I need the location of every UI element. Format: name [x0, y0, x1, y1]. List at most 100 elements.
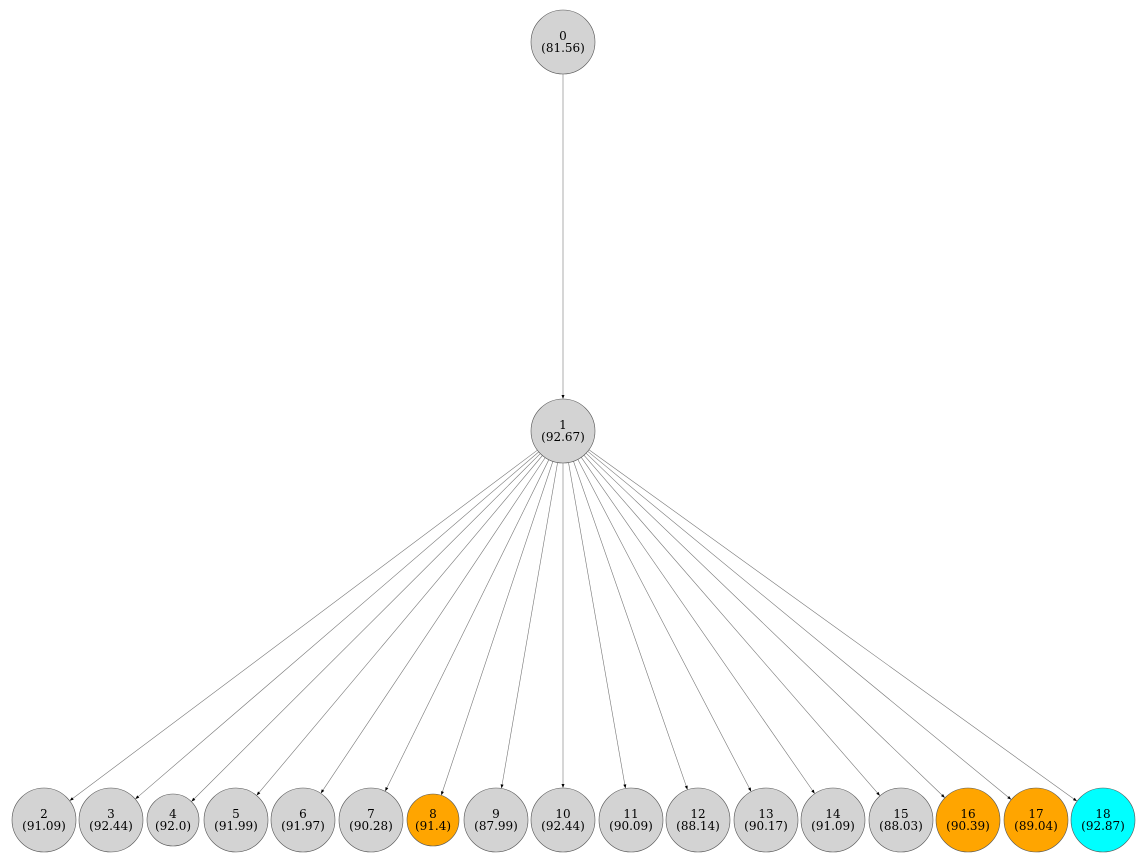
edge-line: [588, 449, 1075, 800]
node-id: 0: [559, 29, 567, 43]
edge-1-18: [588, 449, 1078, 802]
node-circle: [78, 787, 144, 853]
node-6: 6(91.97): [270, 787, 336, 853]
node-circle: [463, 787, 529, 853]
node-id: 1: [559, 418, 567, 432]
node-8: 8(91.4): [406, 793, 460, 847]
node-circle: [665, 787, 731, 853]
node-value: (92.67): [541, 430, 585, 444]
edge-line: [71, 449, 538, 800]
edges: [69, 74, 1078, 802]
arrowhead: [135, 795, 140, 800]
edge-line: [580, 457, 814, 792]
node-4: 4(92.0): [146, 793, 200, 847]
node-18: 18(92.87): [1070, 787, 1136, 853]
edge-1-12: [573, 461, 688, 790]
arrowhead: [69, 797, 74, 801]
edge-1-3: [135, 451, 539, 800]
node-id: 9: [492, 807, 500, 821]
edge-line: [193, 453, 541, 800]
node-circle: [800, 787, 866, 853]
edge-1-10: [561, 463, 565, 788]
node-id: 2: [40, 807, 48, 821]
node-circle: [406, 793, 460, 847]
node-id: 14: [825, 807, 841, 821]
node-id: 15: [893, 807, 908, 821]
node-15: 15(88.03): [868, 787, 934, 853]
node-value: (91.97): [281, 819, 325, 833]
arrowhead: [441, 791, 444, 796]
node-id: 11: [623, 807, 638, 821]
node-value: (92.44): [541, 819, 585, 833]
node-7: 7(90.28): [338, 787, 404, 853]
edge-1-16: [585, 452, 945, 798]
edge-1-6: [320, 457, 546, 794]
arrowhead: [748, 787, 752, 792]
node-14: 14(91.09): [800, 787, 866, 853]
edge-line: [577, 459, 751, 790]
node-17: 17(89.04): [1003, 787, 1069, 853]
edge-line: [386, 459, 550, 789]
node-circle: [338, 787, 404, 853]
edge-1-4: [191, 453, 541, 802]
edge-1-8: [441, 461, 554, 796]
edge-line: [585, 452, 943, 796]
edge-line: [568, 462, 626, 786]
edge-line: [583, 454, 879, 794]
node-id: 13: [758, 807, 773, 821]
node-value: (88.03): [879, 819, 923, 833]
edge-1-7: [385, 459, 550, 792]
arrowhead: [191, 797, 196, 802]
node-1: 1(92.67): [530, 398, 596, 464]
arrowhead: [623, 784, 627, 789]
edge-1-15: [583, 454, 881, 796]
node-value: (92.0): [155, 819, 191, 833]
node-5: 5(91.99): [203, 787, 269, 853]
node-value: (91.09): [22, 819, 66, 833]
edge-1-5: [256, 455, 543, 796]
node-value: (90.09): [609, 819, 653, 833]
node-circle: [598, 787, 664, 853]
node-value: (88.14): [676, 819, 720, 833]
node-16: 16(90.39): [935, 787, 1001, 853]
node-value: (90.17): [744, 819, 788, 833]
edge-1-17: [587, 451, 1012, 800]
node-circle: [270, 787, 336, 853]
edge-line: [441, 461, 554, 793]
arrowhead: [256, 791, 261, 796]
node-circle: [11, 787, 77, 853]
node-circle: [530, 787, 596, 853]
edge-line: [587, 451, 1010, 799]
node-circle: [530, 9, 596, 75]
arrowhead: [1007, 795, 1012, 800]
arrowhead: [561, 784, 565, 788]
node-value: (89.04): [1014, 819, 1058, 833]
node-id: 3: [107, 807, 115, 821]
node-12: 12(88.14): [665, 787, 731, 853]
node-value: (91.99): [214, 819, 258, 833]
node-9: 9(87.99): [463, 787, 529, 853]
arrowhead: [561, 395, 565, 399]
node-id: 6: [299, 807, 307, 821]
edge-line: [501, 462, 558, 786]
node-value: (90.39): [946, 819, 990, 833]
arrowhead: [811, 789, 815, 794]
arrowhead: [876, 791, 881, 796]
node-circle: [530, 398, 596, 464]
arrowhead: [1072, 797, 1078, 802]
node-id: 10: [555, 807, 570, 821]
edge-0-1: [561, 74, 565, 399]
node-10: 10(92.44): [530, 787, 596, 853]
node-value: (92.87): [1081, 819, 1125, 833]
node-11: 11(90.09): [598, 787, 664, 853]
node-3: 3(92.44): [78, 787, 144, 853]
node-circle: [868, 787, 934, 853]
node-id: 16: [960, 807, 975, 821]
edge-line: [258, 455, 543, 794]
arrowhead: [940, 793, 945, 798]
node-circle: [146, 793, 200, 847]
node-id: 8: [429, 807, 437, 821]
edge-1-13: [577, 459, 752, 792]
edge-line: [322, 457, 546, 792]
